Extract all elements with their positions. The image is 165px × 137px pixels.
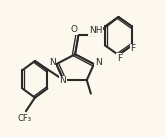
Text: F: F: [130, 44, 135, 53]
Text: N: N: [95, 58, 101, 67]
Text: CF₃: CF₃: [17, 114, 31, 123]
Text: F: F: [117, 54, 122, 63]
Text: NH: NH: [89, 26, 102, 35]
Text: N: N: [59, 76, 66, 85]
Text: N: N: [49, 58, 56, 67]
Text: O: O: [70, 25, 77, 34]
